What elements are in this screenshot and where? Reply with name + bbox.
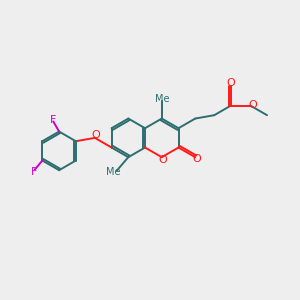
Text: O: O: [226, 78, 236, 88]
Text: Me: Me: [106, 167, 120, 177]
Text: O: O: [248, 100, 257, 110]
Text: Me: Me: [154, 94, 169, 104]
Text: O: O: [158, 155, 167, 165]
Text: F: F: [50, 115, 56, 124]
Text: O: O: [92, 130, 100, 140]
Text: F: F: [31, 167, 37, 177]
Text: O: O: [193, 154, 202, 164]
